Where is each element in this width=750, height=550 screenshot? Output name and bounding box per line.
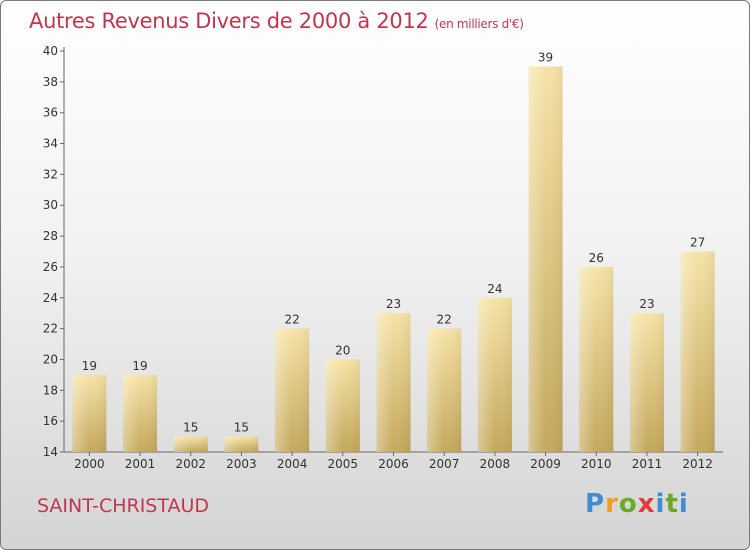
y-tick-label: 14 [43, 445, 58, 459]
x-tick-label: 2003 [226, 457, 257, 471]
bar-sheen [579, 266, 614, 452]
y-tick-label: 22 [43, 322, 58, 336]
y-tick-label: 16 [43, 414, 58, 428]
proxiti-logo[interactable]: Proxiti [585, 489, 689, 519]
x-tick-label: 2004 [277, 457, 308, 471]
bar-value-label: 39 [538, 50, 553, 64]
bar-sheen [528, 66, 563, 452]
bar-value-label: 22 [284, 313, 299, 327]
x-tick-label: 2010 [581, 457, 612, 471]
bar-value-label: 19 [82, 359, 97, 373]
bar-value-label: 23 [639, 297, 654, 311]
bar-value-label: 20 [335, 343, 350, 357]
bars-group: 19 19 15 15 22 20 23 22 24 39 26 23 27 [72, 50, 715, 452]
x-tick-label: 2009 [530, 457, 561, 471]
x-tick-label: 2011 [632, 457, 663, 471]
bar-value-label: 15 [234, 421, 249, 435]
bar-sheen [376, 313, 411, 452]
bar-sheen [224, 436, 259, 452]
y-tick-label: 32 [43, 167, 58, 181]
bar-sheen [477, 297, 512, 452]
x-tick-label: 2008 [480, 457, 511, 471]
bar-value-label: 24 [487, 282, 502, 296]
bar-sheen [72, 374, 107, 452]
y-axis: 14 16 18 20 22 24 26 28 30 32 34 36 38 40 [43, 44, 65, 459]
y-tick-label: 28 [43, 229, 58, 243]
bar-value-label: 15 [183, 421, 198, 435]
x-tick-label: 2000 [74, 457, 105, 471]
y-tick-label: 26 [43, 260, 58, 274]
bar-sheen [680, 251, 715, 452]
x-tick-label: 2007 [429, 457, 460, 471]
bar-value-label: 26 [589, 251, 604, 265]
x-axis: 2000 2001 2002 2003 2004 2005 2006 2007 2008 2009… [64, 451, 723, 471]
title-text: Autres Revenus Divers de 2000 à 2012 [29, 9, 429, 33]
y-tick-label: 20 [43, 352, 58, 366]
bar-sheen [427, 328, 462, 452]
bar-sheen [275, 328, 310, 452]
y-tick-label: 36 [43, 106, 58, 120]
y-tick-label: 40 [43, 44, 58, 58]
bar-sheen [325, 359, 360, 452]
y-tick-label: 18 [43, 383, 58, 397]
chart-title: Autres Revenus Divers de 2000 à 2012 (en … [29, 9, 524, 33]
title-unit: (en milliers d'€) [434, 17, 524, 31]
bar-value-label: 23 [386, 297, 401, 311]
x-tick-label: 2012 [682, 457, 713, 471]
bar-sheen [173, 436, 208, 452]
x-tick-label: 2006 [378, 457, 409, 471]
y-tick-label: 38 [43, 75, 58, 89]
bar-sheen [629, 313, 664, 452]
location-label: SAINT-CHRISTAUD [37, 495, 210, 517]
bar-sheen [123, 374, 158, 452]
bar-value-label: 22 [437, 313, 452, 327]
y-tick-label: 24 [43, 291, 58, 305]
y-tick-label: 30 [43, 198, 58, 212]
x-tick-label: 2002 [175, 457, 206, 471]
x-tick-label: 2005 [328, 457, 359, 471]
x-tick-label: 2001 [125, 457, 156, 471]
bar-value-label: 27 [690, 236, 705, 250]
y-tick-label: 34 [43, 137, 58, 151]
bar-value-label: 19 [132, 359, 147, 373]
